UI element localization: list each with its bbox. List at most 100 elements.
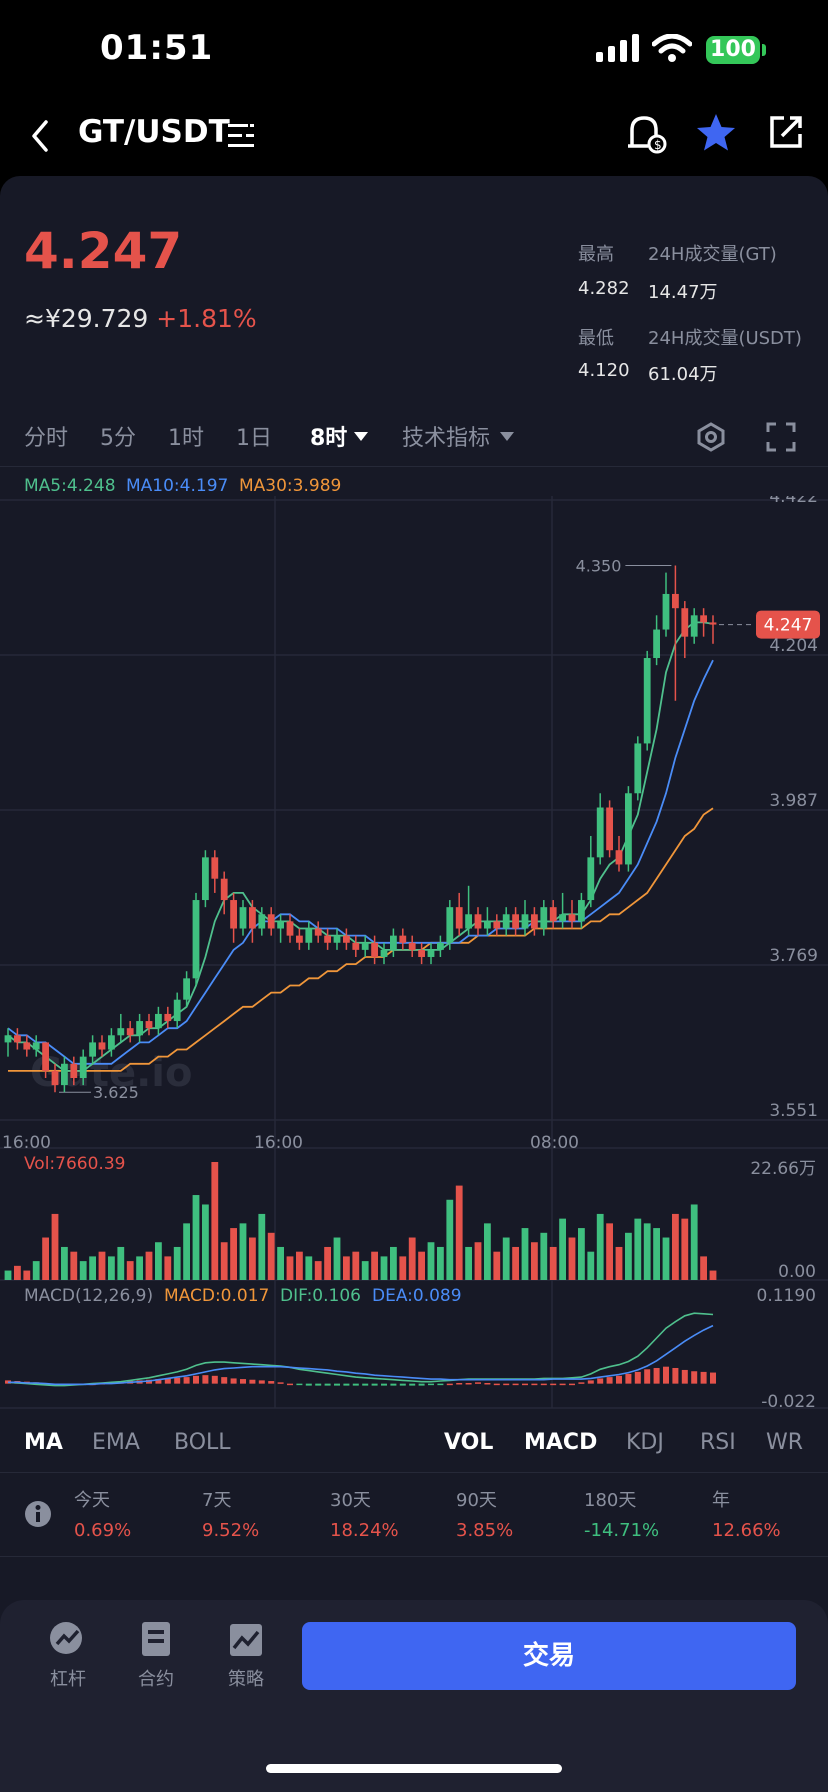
nav-strategy-label: 策略: [228, 1669, 264, 1690]
last-price-tag: [756, 610, 820, 639]
volume-bar: [70, 1251, 78, 1280]
volume-bar: [502, 1237, 510, 1280]
tab-ema[interactable]: EMA: [92, 1430, 140, 1455]
macd-bar: [700, 1371, 707, 1384]
chart-settings-icon[interactable]: [696, 422, 726, 452]
volume-bar: [136, 1256, 143, 1280]
info-icon[interactable]: [24, 1500, 52, 1528]
volume-bar: [117, 1246, 125, 1280]
macd-bar: [484, 1382, 491, 1385]
ma10-legend: MA10:4.197: [126, 476, 229, 496]
trade-button[interactable]: 交易: [302, 1622, 796, 1690]
volume-bar: [427, 1242, 435, 1280]
volume-bar: [484, 1223, 491, 1280]
volume-bar: [23, 1270, 31, 1280]
divider: [0, 466, 828, 467]
macd-bar: [475, 1382, 481, 1384]
candle-body: [286, 921, 294, 936]
tab-time-sharing[interactable]: 分时: [24, 426, 69, 451]
status-bar: 01:51 100: [0, 0, 828, 100]
volume-bar: [343, 1256, 350, 1280]
macd-bar: [550, 1383, 557, 1386]
macd-bar: [343, 1383, 350, 1386]
perf-value: 0.69%: [74, 1520, 132, 1541]
macd-bar: [390, 1383, 397, 1386]
candle-body: [662, 593, 670, 630]
macd-bar: [437, 1383, 444, 1386]
volume-bar: [145, 1251, 153, 1280]
ma30-line: [8, 807, 714, 1072]
macd-bar: [296, 1383, 303, 1386]
tab-ma[interactable]: MA: [24, 1430, 63, 1455]
tab-5min[interactable]: 5分: [100, 426, 136, 451]
candle-body: [305, 928, 313, 943]
macd-bar: [258, 1380, 265, 1384]
share-icon[interactable]: [768, 114, 804, 150]
candle-body: [173, 999, 181, 1022]
tab-rsi[interactable]: RSI: [700, 1430, 736, 1455]
macd-bar: [663, 1366, 669, 1384]
volume-min-label: 0.00: [778, 1262, 816, 1282]
candle-body: [643, 658, 651, 744]
tab-boll[interactable]: BOLL: [174, 1430, 231, 1455]
candle-body: [32, 1042, 40, 1050]
volume-bar: [89, 1256, 96, 1280]
candle-body: [455, 907, 463, 929]
volume-bar: [267, 1232, 275, 1280]
price-change: +1.81%: [156, 304, 257, 333]
volume-bar: [192, 1195, 200, 1280]
pair-title[interactable]: GT/USDT: [78, 114, 230, 150]
pair-list-icon[interactable]: [228, 122, 258, 150]
tab-macd[interactable]: MACD: [524, 1430, 598, 1455]
tab-1d[interactable]: 1日: [236, 426, 272, 451]
volume-bar: [709, 1270, 717, 1280]
volume-bar: [14, 1265, 21, 1280]
tab-kdj[interactable]: KDJ: [626, 1430, 664, 1455]
macd-bar: [672, 1367, 679, 1384]
volume-bar: [324, 1246, 331, 1280]
macd-bar: [230, 1378, 237, 1384]
low-marker-label: 3.625: [93, 1083, 139, 1102]
nav-margin[interactable]: 杠杆: [28, 1620, 108, 1691]
macd-bar: [324, 1383, 331, 1386]
perf-label: 年: [712, 1490, 730, 1511]
y-tick-label: 4.204: [769, 636, 818, 656]
volume-bar: [446, 1199, 454, 1280]
macd-bar: [559, 1383, 566, 1386]
candle-body: [89, 1042, 96, 1057]
perf-label: 180天: [584, 1490, 637, 1511]
tab-8h[interactable]: 8时: [310, 426, 348, 451]
volume-label: Vol:7660.39: [24, 1154, 126, 1174]
volume-bar: [79, 1261, 87, 1280]
nav-contract[interactable]: 合约: [116, 1620, 196, 1691]
candle-body: [296, 935, 303, 943]
favorite-star-icon[interactable]: [694, 112, 738, 154]
candle-body: [239, 907, 247, 929]
tab-vol[interactable]: VOL: [444, 1430, 494, 1455]
volume-bar: [540, 1232, 548, 1280]
volume-bar: [230, 1228, 237, 1280]
candle-body: [4, 1035, 12, 1043]
macd-bar: [240, 1379, 246, 1384]
candle-body: [484, 921, 491, 929]
macd-bar: [606, 1377, 613, 1384]
price-alert-icon[interactable]: $: [624, 112, 668, 156]
tab-1h[interactable]: 1时: [168, 426, 204, 451]
tab-indicators[interactable]: 技术指标: [402, 426, 491, 451]
macd-bar: [334, 1383, 340, 1386]
nav-strategy[interactable]: 策略: [206, 1620, 286, 1691]
candle-body: [258, 914, 266, 929]
volume-bar: [51, 1213, 59, 1280]
candle-body: [126, 1028, 134, 1036]
volume-bar: [549, 1246, 557, 1280]
tab-wr[interactable]: WR: [766, 1430, 804, 1455]
candle-body: [361, 942, 369, 950]
back-icon[interactable]: [28, 118, 52, 154]
macd-bar: [465, 1382, 472, 1385]
volume-bar: [568, 1237, 576, 1280]
candles: [4, 565, 717, 1093]
candle-body: [437, 942, 444, 950]
fullscreen-icon[interactable]: [766, 422, 796, 452]
main-panel: [0, 176, 828, 1792]
